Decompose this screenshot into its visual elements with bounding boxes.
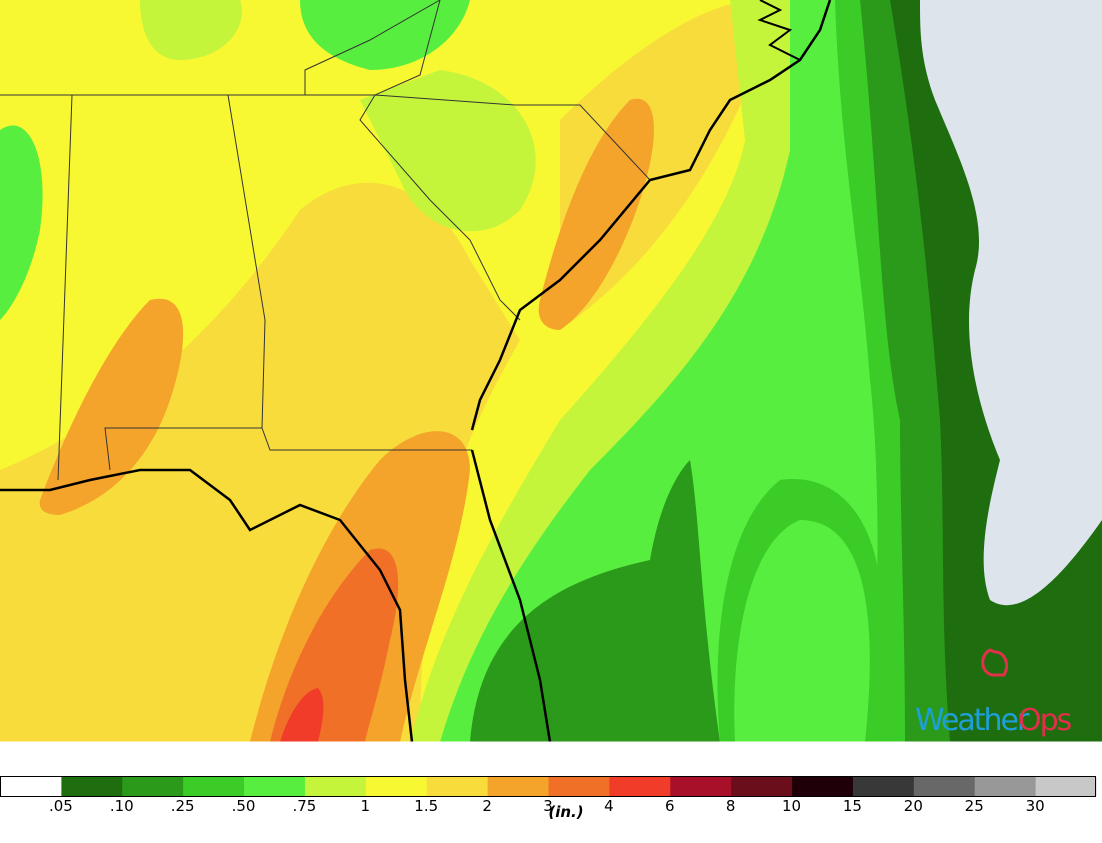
legend-swatch [365,777,427,796]
legend-unit: (in.) [548,803,583,821]
logo: Weather Ops [915,648,1074,738]
legend-swatch [852,777,914,796]
coastline [0,0,832,742]
legend-label: .05 [49,797,73,815]
legend-swatch [974,777,1036,796]
legend-swatch [0,777,62,796]
legend-label: .50 [232,797,256,815]
legend-label: 30 [1026,797,1045,815]
legend-swatch [121,777,184,796]
legend-swatch [182,777,245,796]
rain-zone [280,688,324,742]
rain-zone [140,0,242,60]
legend-label: .10 [110,797,134,815]
legend-swatch [608,777,671,796]
legend-swatch [1035,777,1097,796]
legend-swatch [791,777,853,796]
legend-label: 2 [482,797,492,815]
rain-zone [734,520,870,742]
legend-label: 4 [604,797,614,815]
rain-zone [360,70,536,232]
legend-label: 8 [726,797,736,815]
legend-swatch [730,777,793,796]
logo-text-2: Ops [1018,703,1072,738]
state-borders [0,0,651,481]
coastline [757,0,801,61]
legend-label: 1.5 [414,797,438,815]
rain-zone [470,460,720,742]
legend-swatch [426,777,488,796]
rain-zone [270,548,399,742]
legend-label: 6 [665,797,675,815]
legend-swatch [60,777,123,796]
logo-icon [981,648,1009,677]
legend-swatch [669,777,732,796]
legend-swatch [913,777,975,796]
legend-swatch [243,777,305,796]
map-area [0,0,1102,742]
legend-label: 3 [543,797,553,815]
no-data-area [920,0,1102,606]
legend-label: 20 [904,797,923,815]
legend-swatch [304,777,366,796]
legend-swatch [487,777,549,796]
rain-zone [0,125,43,320]
legend-label: .25 [171,797,195,815]
rain-zone [39,298,184,515]
logo-text-1: Weather [915,703,1030,738]
legend-label: 1 [361,797,371,815]
legend-frame [0,776,1096,797]
legend-label: 15 [843,797,862,815]
legend-label: 25 [965,797,984,815]
legend-label: 10 [782,797,801,815]
legend-swatch [548,777,610,796]
legend-label: .75 [293,797,317,815]
legend: 30 25 20 15 10 8 6 4 3 2 1.5 1 .75 .50 .25 .10 .05 (in.) [0,776,1097,821]
